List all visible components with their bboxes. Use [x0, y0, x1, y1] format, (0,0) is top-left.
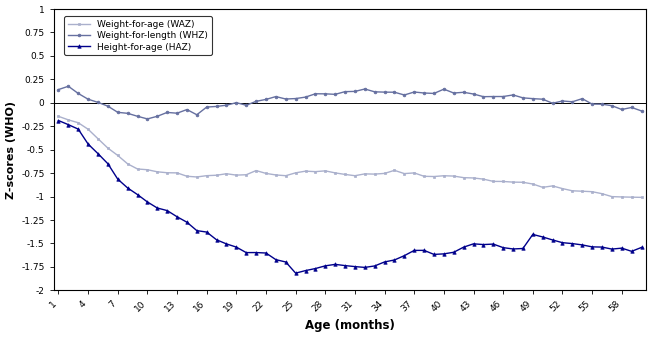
Height-for-age (HAZ)	[430, 252, 438, 257]
Height-for-age (HAZ)	[153, 206, 161, 210]
Legend: Weight-for-age (WAZ), Weight-for-length (WHZ), Height-for-age (HAZ): Weight-for-age (WAZ), Weight-for-length …	[64, 16, 212, 55]
Line: Weight-for-length (WHZ): Weight-for-length (WHZ)	[57, 85, 643, 120]
Y-axis label: Z-scores (WHO): Z-scores (WHO)	[6, 101, 16, 199]
Weight-for-age (WAZ)	[222, 172, 230, 176]
Line: Weight-for-age (WAZ): Weight-for-age (WAZ)	[57, 115, 643, 199]
Weight-for-age (WAZ)	[55, 114, 63, 118]
Height-for-age (HAZ)	[222, 242, 230, 246]
Weight-for-length (WHZ)	[173, 111, 181, 115]
Height-for-age (HAZ)	[55, 119, 63, 123]
Weight-for-age (WAZ)	[153, 170, 161, 174]
Weight-for-length (WHZ)	[222, 103, 230, 107]
Height-for-age (HAZ)	[638, 245, 645, 249]
Height-for-age (HAZ)	[291, 271, 299, 275]
Weight-for-length (WHZ)	[262, 97, 270, 101]
Weight-for-length (WHZ)	[143, 117, 151, 121]
Weight-for-length (WHZ)	[638, 109, 645, 113]
Weight-for-length (WHZ)	[55, 88, 63, 92]
X-axis label: Age (months): Age (months)	[305, 319, 395, 333]
Weight-for-length (WHZ)	[243, 103, 250, 107]
Height-for-age (HAZ)	[243, 250, 250, 255]
Weight-for-age (WAZ)	[420, 174, 428, 178]
Weight-for-age (WAZ)	[243, 173, 250, 177]
Weight-for-age (WAZ)	[638, 195, 645, 199]
Weight-for-length (WHZ)	[272, 95, 280, 99]
Height-for-age (HAZ)	[252, 250, 260, 255]
Weight-for-length (WHZ)	[65, 84, 72, 88]
Weight-for-length (WHZ)	[440, 87, 448, 91]
Weight-for-age (WAZ)	[203, 174, 211, 178]
Weight-for-age (WAZ)	[252, 169, 260, 173]
Line: Height-for-age (HAZ): Height-for-age (HAZ)	[57, 119, 644, 275]
Height-for-age (HAZ)	[203, 230, 211, 234]
